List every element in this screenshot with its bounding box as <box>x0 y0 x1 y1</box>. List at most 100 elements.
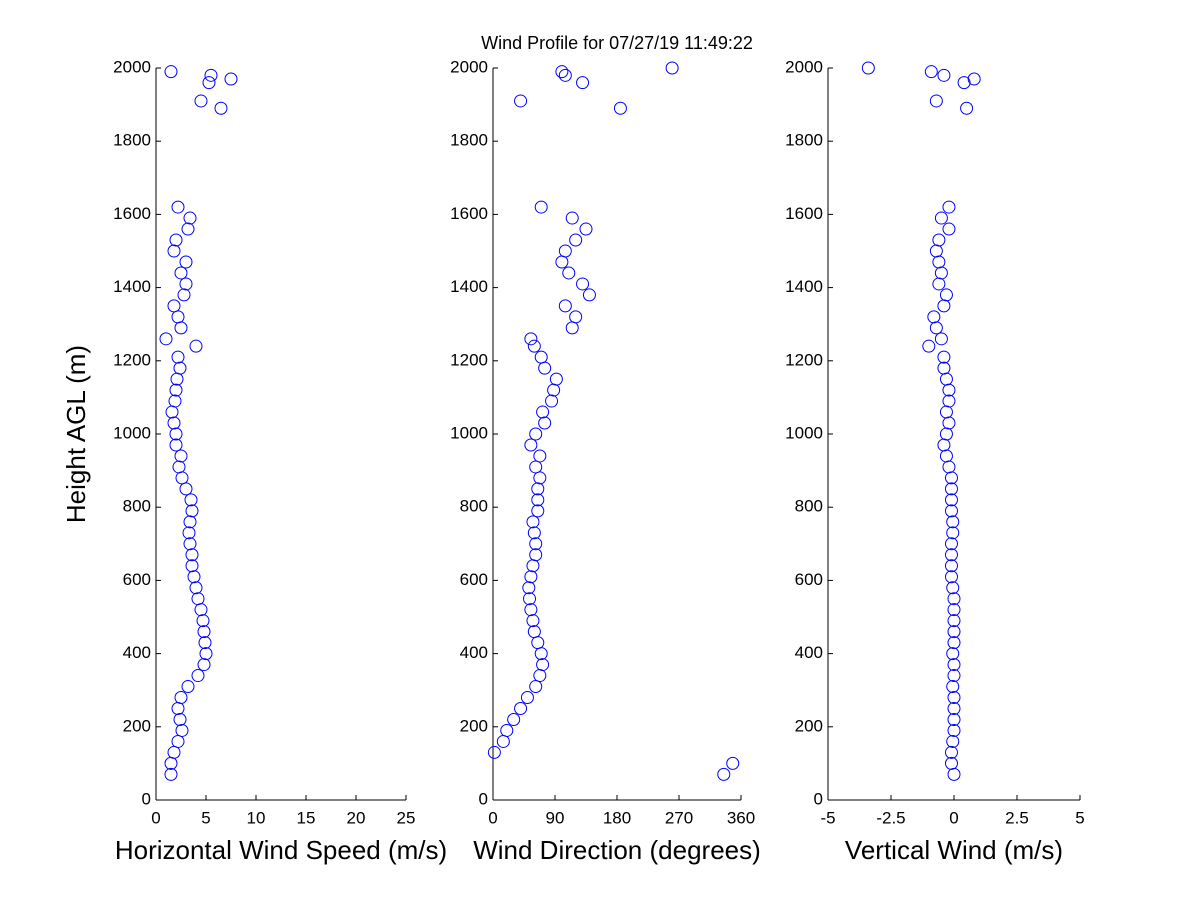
data-point <box>169 233 183 247</box>
y-tick-label: 200 <box>460 716 488 735</box>
y-tick-label: 0 <box>814 789 823 808</box>
data-point <box>565 211 579 225</box>
data-point <box>171 350 185 364</box>
data-point <box>558 244 572 258</box>
data-point <box>947 603 961 617</box>
x-tick-label: 25 <box>397 808 416 827</box>
data-point <box>947 691 961 705</box>
data-point <box>944 756 958 770</box>
data-point <box>929 94 943 108</box>
y-tick-label: 1600 <box>113 204 151 223</box>
data-point <box>183 537 197 551</box>
x-tick-label: -2.5 <box>876 808 905 827</box>
data-point <box>947 702 961 715</box>
x-tick-label: 90 <box>546 808 565 827</box>
data-point <box>947 658 961 672</box>
data-point <box>183 211 197 225</box>
data-point <box>189 339 203 353</box>
data-point <box>960 101 974 115</box>
data-point <box>717 767 731 781</box>
data-point <box>927 310 941 324</box>
data-point <box>947 625 961 639</box>
data-point <box>944 559 958 573</box>
data-point <box>527 339 541 353</box>
data-point <box>529 537 543 551</box>
data-point <box>191 669 205 683</box>
y-tick-label: 1200 <box>785 350 823 369</box>
data-point <box>942 200 956 214</box>
data-point <box>523 592 537 606</box>
data-point <box>944 493 958 507</box>
data-point <box>558 68 572 82</box>
data-point <box>527 526 541 540</box>
data-point <box>524 438 538 452</box>
y-tick-label: 200 <box>795 716 823 735</box>
data-point <box>182 526 196 540</box>
x-tick-label: 15 <box>297 808 316 827</box>
data-point <box>169 438 183 452</box>
x-axis-label: Horizontal Wind Speed (m/s) <box>115 835 447 865</box>
y-tick-label: 600 <box>460 570 488 589</box>
data-point <box>582 288 596 302</box>
data-point <box>185 559 199 573</box>
data-point <box>167 299 181 313</box>
data-point <box>224 72 238 86</box>
y-tick-label: 800 <box>795 497 823 516</box>
data-point <box>171 200 185 214</box>
x-tick-label: 5 <box>201 808 210 827</box>
y-tick-label: 600 <box>795 570 823 589</box>
data-point <box>529 548 543 562</box>
data-point <box>169 383 183 397</box>
data-point <box>175 723 189 737</box>
y-tick-label: 400 <box>123 643 151 662</box>
data-point <box>967 72 981 86</box>
data-point <box>167 416 181 430</box>
y-tick-label: 1800 <box>450 131 488 150</box>
data-point <box>181 680 195 694</box>
x-axis-label: Wind Direction (degrees) <box>473 835 761 865</box>
data-point <box>529 427 543 441</box>
data-point <box>538 416 552 430</box>
data-point <box>942 222 956 236</box>
y-tick-label: 1800 <box>785 131 823 150</box>
data-point <box>555 65 569 79</box>
data-point <box>944 570 958 584</box>
data-point <box>947 669 961 683</box>
data-point <box>942 394 956 408</box>
data-point <box>197 658 211 672</box>
x-tick-label: 5 <box>1075 808 1084 827</box>
data-point <box>549 372 563 386</box>
data-point <box>185 504 199 518</box>
data-point <box>177 288 191 302</box>
data-point <box>946 515 960 529</box>
data-point <box>861 61 875 75</box>
y-tick-label: 1200 <box>113 350 151 369</box>
data-point <box>946 581 960 595</box>
data-point <box>202 76 216 90</box>
y-tick-label: 800 <box>460 497 488 516</box>
data-point <box>576 277 590 291</box>
data-point <box>514 702 528 715</box>
y-tick-label: 1400 <box>113 277 151 296</box>
data-point <box>507 712 521 726</box>
data-point <box>937 68 951 82</box>
data-point <box>179 255 193 269</box>
data-point <box>187 570 201 584</box>
data-point <box>576 76 590 90</box>
data-point <box>937 361 951 375</box>
data-point <box>944 537 958 551</box>
data-point <box>169 427 183 441</box>
data-point <box>173 361 187 375</box>
data-point <box>191 592 205 606</box>
y-tick-label: 1400 <box>450 277 488 296</box>
data-point <box>167 244 181 258</box>
data-point <box>569 310 583 324</box>
y-axis-label: Height AGL (m) <box>61 345 91 523</box>
x-tick-label: 360 <box>727 808 755 827</box>
data-point <box>172 460 186 474</box>
data-point <box>500 723 514 737</box>
y-tick-label: 800 <box>123 497 151 516</box>
y-tick-label: 1400 <box>785 277 823 296</box>
data-point <box>174 266 188 280</box>
